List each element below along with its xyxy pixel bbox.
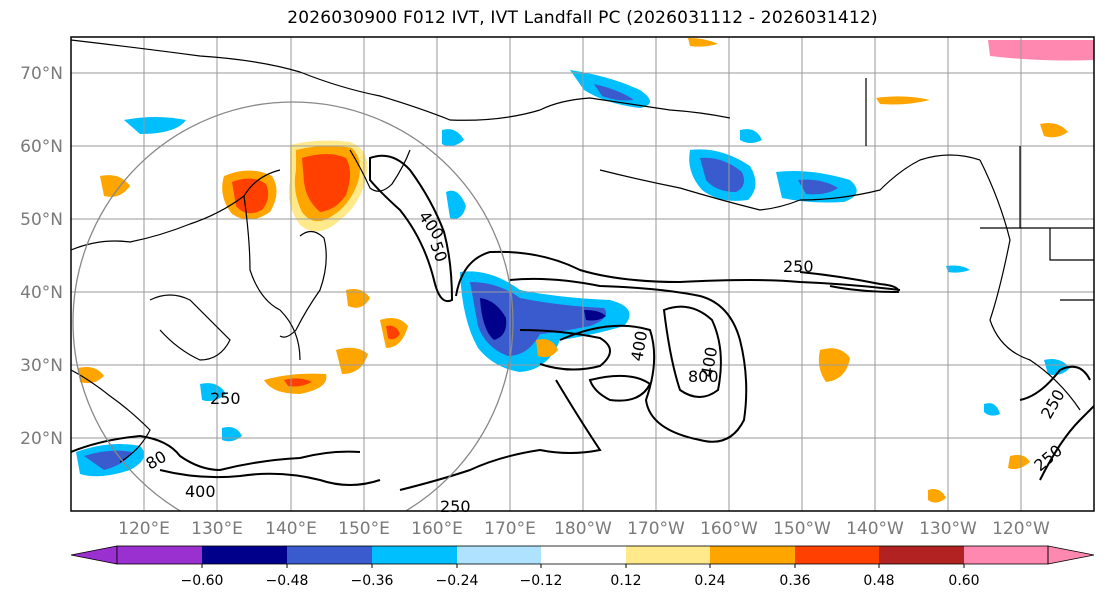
colorbar-tick-label: 0.48 (863, 573, 894, 589)
colorbar-cells (117, 546, 1048, 564)
contour-label: 250 (210, 389, 241, 408)
colorbar-cell (541, 546, 626, 564)
shade-wp-cold2 (84, 450, 132, 470)
lon-label: 170°E (484, 519, 536, 539)
colorbar-tick-label: −0.48 (266, 573, 309, 589)
colorbar-cell (372, 546, 457, 564)
lon-label: 180°W (554, 519, 612, 539)
shade-cold-2 (200, 383, 226, 402)
colorbar-tick-label: −0.12 (520, 573, 563, 589)
shade-central-pac-cold4 (584, 310, 606, 321)
lat-label: 70°N (20, 64, 63, 84)
shade-cold-4 (442, 129, 464, 147)
shade-warm-6 (1008, 454, 1030, 470)
shade-cold-5 (446, 190, 466, 219)
shade-warm-8 (100, 175, 130, 197)
shade-warm-2b (386, 325, 400, 340)
shade-warm-1 (336, 347, 368, 374)
colorbar-tick-label: 0.12 (610, 573, 641, 589)
shade-warm-12 (1040, 123, 1068, 138)
shade-gulf-cold2 (798, 179, 838, 195)
colorbar-extend-left (70, 545, 118, 565)
colorbar-tick-label: 0.60 (948, 573, 979, 589)
colorbar-tick-label: −0.60 (181, 573, 224, 589)
longitude-labels: 120°E 130°E 140°E 150°E 160°E 170°E 180°… (118, 519, 1050, 539)
colorbar-cell (795, 546, 879, 564)
shade-warm-13 (988, 40, 1094, 61)
colorbar: −0.60 −0.48 −0.36 −0.24 −0.12 0.12 0.24 0.36 0.4… (70, 545, 1095, 589)
latitude-labels: 70°N 60°N 50°N 40°N 30°N 20°N (20, 64, 63, 449)
contour-label: 400 (185, 482, 216, 501)
shade-cold-8 (740, 129, 762, 143)
lat-label: 40°N (20, 283, 63, 303)
shade-warm-11 (688, 38, 718, 47)
colorbar-ticks: −0.60 −0.48 −0.36 −0.24 −0.12 0.12 0.24 0.36 0.4… (181, 564, 980, 589)
colorbar-cell (457, 546, 541, 564)
lon-label: 130°E (191, 519, 243, 539)
ivt-contours (71, 154, 1094, 491)
landfall-radius-circle (72, 101, 514, 511)
map-border (70, 36, 1095, 512)
colorbar-cell (287, 546, 372, 564)
map-title: 2026030900 F012 IVT, IVT Landfall PC (20… (287, 8, 878, 28)
colorbar-cell (710, 546, 795, 564)
coastlines (71, 39, 1094, 463)
shade-warm-10 (536, 339, 558, 358)
colorbar-cell (117, 546, 202, 564)
colorbar-cell (626, 546, 710, 564)
lon-label: 150°W (773, 519, 831, 539)
colorbar-cell (202, 546, 287, 564)
lon-label: 140°W (846, 519, 904, 539)
shade-alaska-cold2 (700, 157, 744, 192)
lat-label: 30°N (20, 356, 63, 376)
lat-label: 50°N (20, 210, 63, 230)
ivt-landfall-shading (76, 38, 1094, 503)
lat-label: 20°N (20, 429, 63, 449)
colorbar-tick-label: −0.36 (351, 573, 394, 589)
lon-label: 120°W (992, 519, 1050, 539)
shade-okhotsk-red (302, 154, 350, 212)
colorbar-border (116, 545, 1049, 565)
contour-label: 250 (440, 497, 471, 516)
shade-warm-7 (928, 489, 946, 503)
lon-label: 150°E (338, 519, 390, 539)
colorbar-extend-right (1047, 545, 1095, 565)
shade-central-pac-cold3 (480, 298, 507, 340)
shade-arctic-cold2 (594, 84, 634, 101)
colorbar-tick-label: −0.24 (436, 573, 479, 589)
colorbar-cell (879, 546, 964, 564)
lon-label: 130°W (919, 519, 977, 539)
lon-label: 160°E (411, 519, 463, 539)
lon-label: 120°E (118, 519, 170, 539)
lon-label: 140°E (265, 519, 317, 539)
colorbar-tick-label: 0.36 (779, 573, 810, 589)
shade-warm-5 (876, 96, 930, 105)
graticule (71, 37, 1094, 511)
shade-cold-1 (124, 117, 186, 134)
shade-central-pac-cold2 (470, 282, 607, 356)
contour-label: 250 (783, 257, 814, 276)
shade-warm-9 (78, 367, 104, 384)
lon-label: 160°W (700, 519, 758, 539)
lat-label: 60°N (20, 137, 63, 157)
shade-cold-7 (984, 403, 1000, 416)
shade-siberia-red (232, 178, 269, 214)
shade-cold-9 (1044, 359, 1070, 376)
colorbar-tick-label: 0.24 (694, 573, 725, 589)
shade-cold-6 (946, 265, 970, 273)
lon-label: 170°W (627, 519, 685, 539)
contour-label: 800 (688, 367, 719, 386)
colorbar-cell (964, 546, 1048, 564)
